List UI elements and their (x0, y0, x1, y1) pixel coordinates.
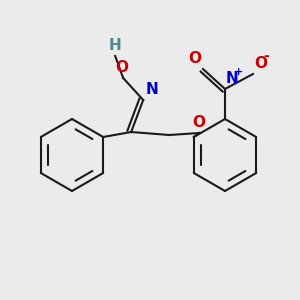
Text: O: O (116, 60, 129, 75)
Text: H: H (109, 38, 122, 53)
Text: O: O (188, 51, 201, 66)
Text: +: + (234, 67, 243, 77)
Text: N: N (145, 82, 158, 97)
Text: O: O (254, 56, 267, 71)
Text: N: N (226, 71, 239, 86)
Text: O: O (193, 115, 206, 130)
Text: -: - (263, 49, 269, 63)
